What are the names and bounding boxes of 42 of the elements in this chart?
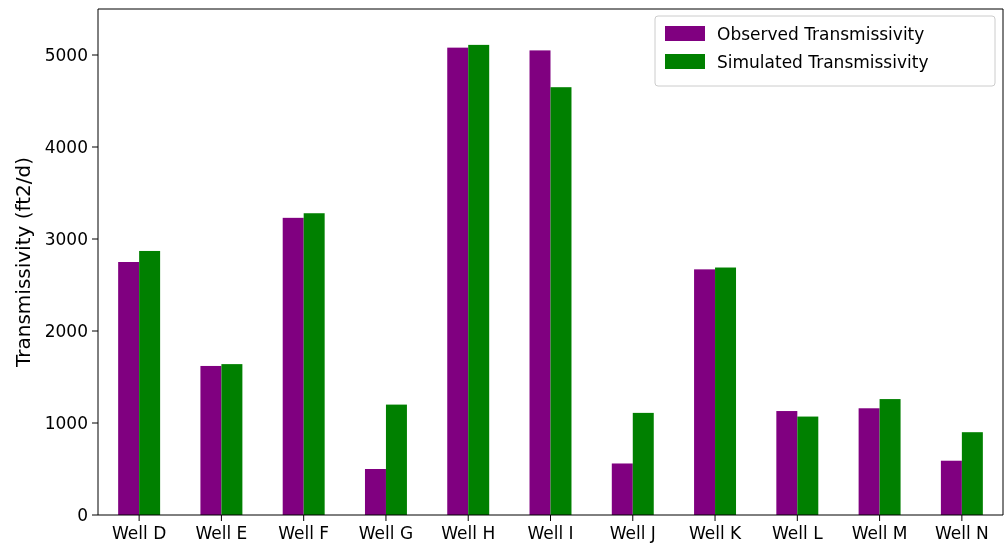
bar	[118, 262, 140, 515]
bar	[776, 411, 798, 515]
x-tick-label: Well M	[851, 523, 908, 543]
x-tick-label: Well F	[278, 523, 330, 543]
bar	[468, 44, 490, 515]
y-tick-label: 1000	[44, 412, 88, 433]
bar	[611, 463, 633, 515]
x-tick-label: Well E	[195, 523, 248, 543]
bar	[447, 47, 469, 515]
bar	[200, 365, 222, 515]
bar	[694, 269, 716, 515]
x-tick-label: Well J	[609, 523, 656, 543]
x-tick-label: Well N	[934, 523, 989, 543]
y-tick-label: 4000	[44, 136, 88, 157]
bar	[385, 404, 407, 515]
x-tick-label: Well L	[772, 523, 824, 543]
bar	[550, 87, 572, 515]
x-tick-label: Well K	[688, 523, 743, 543]
bar	[632, 412, 654, 515]
bar	[879, 399, 901, 515]
x-tick-label: Well D	[112, 523, 167, 543]
y-tick-label: 5000	[44, 44, 88, 65]
bar	[529, 50, 551, 515]
bar	[282, 217, 304, 515]
x-tick-label: Well I	[527, 523, 574, 543]
y-tick-label: 2000	[44, 320, 88, 341]
y-axis-title: Transmissivity (ft2/d)	[11, 156, 35, 369]
bar	[797, 416, 819, 515]
y-tick-label: 0	[77, 504, 88, 525]
bar	[303, 213, 325, 515]
bar	[139, 250, 161, 515]
x-tick-label: Well G	[358, 523, 414, 543]
x-tick-label: Well H	[441, 523, 496, 543]
bar	[858, 408, 880, 515]
bar	[961, 432, 983, 515]
legend-label: Simulated Transmissivity	[717, 51, 929, 72]
y-tick-label: 3000	[44, 228, 88, 249]
bar	[715, 267, 737, 515]
bar	[940, 460, 962, 515]
legend-label: Observed Transmissivity	[717, 23, 925, 44]
bar	[364, 469, 386, 515]
bar	[221, 364, 243, 515]
